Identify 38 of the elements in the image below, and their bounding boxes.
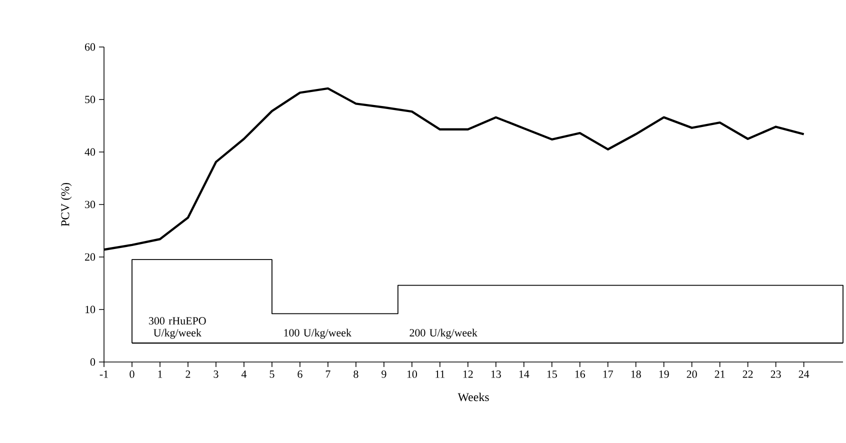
x-tick-label: 21 <box>714 370 725 378</box>
x-tick-label: -1 <box>100 370 108 378</box>
y-tick-label: 40 <box>84 148 96 156</box>
x-tick-label: 6 <box>298 370 302 378</box>
x-tick-label: 17 <box>603 370 614 378</box>
x-tick-label: 10 <box>407 370 417 378</box>
x-tick-label: 15 <box>547 370 557 378</box>
x-tick-label: 11 <box>436 370 445 378</box>
x-tick-label: 5 <box>270 370 274 378</box>
x-tick-label: 3 <box>214 370 218 378</box>
x-tick-label: 20 <box>686 370 697 378</box>
y-tick-label: 50 <box>85 96 96 104</box>
x-tick-label: 0 <box>130 370 134 378</box>
x-tick-label: 16 <box>575 370 586 378</box>
y-tick-label: 60 <box>85 43 96 51</box>
annotation: 300 rHuEPO U/kg/week <box>149 317 206 339</box>
x-tick-label: 9 <box>382 370 386 378</box>
x-tick-label: 2 <box>186 370 190 378</box>
x-axis-title: Weeks <box>458 392 489 402</box>
x-tick-label: 24 <box>798 370 810 378</box>
x-tick-label: 19 <box>659 370 669 378</box>
x-tick-label: 18 <box>631 370 641 378</box>
x-tick-label: 22 <box>742 370 753 378</box>
x-tick-label: 13 <box>491 370 501 378</box>
x-tick-label: 23 <box>770 370 781 378</box>
x-tick-label: 14 <box>519 370 530 378</box>
y-tick-label: 20 <box>85 253 96 261</box>
x-tick-label: 8 <box>354 370 358 378</box>
y-tick-label: 10 <box>86 306 96 314</box>
y-tick-label: 0 <box>90 358 96 366</box>
annotation: 200 U/kg/week <box>410 328 478 339</box>
annotation: 100 U/kg/week <box>284 328 352 339</box>
x-tick-label: 4 <box>241 370 247 378</box>
y-tick-label: 30 <box>85 200 96 208</box>
x-tick-label: 12 <box>463 370 473 378</box>
x-tick-label: 1 <box>158 370 162 378</box>
x-tick-label: 7 <box>326 370 330 378</box>
y-axis-title: PCV (%) <box>60 182 72 226</box>
